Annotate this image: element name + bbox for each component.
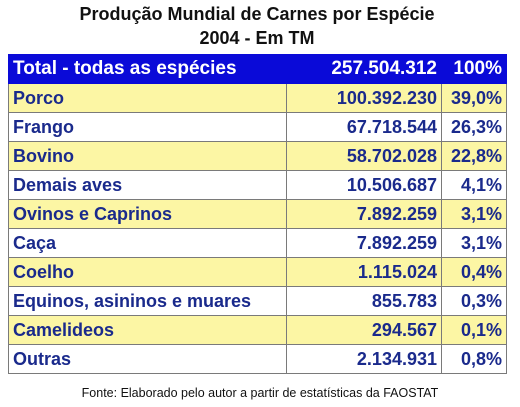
table-row: Camelideos 294.567 0,1%: [8, 315, 507, 345]
row-value: 7.892.259: [286, 199, 442, 229]
row-percent: 39,0%: [441, 83, 507, 113]
table-total-row: Total - todas as espécies 257.504.312 10…: [8, 54, 507, 84]
row-value: 855.783: [286, 286, 442, 316]
table-row: Bovino 58.702.028 22,8%: [8, 141, 507, 171]
row-value: 2.134.931: [286, 344, 442, 374]
row-value: 58.702.028: [286, 141, 442, 171]
row-label: Porco: [8, 83, 287, 113]
row-label: Coelho: [8, 257, 287, 287]
row-value: 67.718.544: [286, 112, 442, 142]
table-row: Equinos, asininos e muares 855.783 0,3%: [8, 286, 507, 316]
row-value: 294.567: [286, 315, 442, 345]
table-row: Outras 2.134.931 0,8%: [8, 344, 507, 374]
table-row: Demais aves 10.506.687 4,1%: [8, 170, 507, 200]
row-label: Ovinos e Caprinos: [8, 199, 287, 229]
row-percent: 4,1%: [441, 170, 507, 200]
table-body: Total - todas as espécies 257.504.312 10…: [8, 54, 507, 374]
row-label: Caça: [8, 228, 287, 258]
total-percent: 100%: [441, 54, 507, 84]
table-row: Frango 67.718.544 26,3%: [8, 112, 507, 142]
source-footnote: Fonte: Elaborado pelo autor a partir de …: [81, 386, 439, 400]
row-label: Equinos, asininos e muares: [8, 286, 287, 316]
row-percent: 0,8%: [441, 344, 507, 374]
row-value: 7.892.259: [286, 228, 442, 258]
row-percent: 0,4%: [441, 257, 507, 287]
total-label: Total - todas as espécies: [8, 54, 287, 84]
table-row: Caça 7.892.259 3,1%: [8, 228, 507, 258]
row-percent: 26,3%: [441, 112, 507, 142]
row-label: Frango: [8, 112, 287, 142]
table-title-block: Produção Mundial de Carnes por Espécie 2…: [8, 2, 506, 52]
row-value: 10.506.687: [286, 170, 442, 200]
meat-production-table: Total - todas as espécies 257.504.312 10…: [8, 54, 507, 374]
row-label: Demais aves: [8, 170, 287, 200]
total-value: 257.504.312: [286, 54, 442, 84]
table-title: Produção Mundial de Carnes por Espécie: [79, 4, 435, 24]
row-percent: 0,1%: [441, 315, 507, 345]
row-label: Outras: [8, 344, 287, 374]
table-subtitle: 2004 - Em TM: [199, 28, 315, 48]
row-label: Camelideos: [8, 315, 287, 345]
table-row: Ovinos e Caprinos 7.892.259 3,1%: [8, 199, 507, 229]
row-percent: 22,8%: [441, 141, 507, 171]
row-label: Bovino: [8, 141, 287, 171]
table-row: Porco 100.392.230 39,0%: [8, 83, 507, 113]
row-value: 100.392.230: [286, 83, 442, 113]
table-row: Coelho 1.115.024 0,4%: [8, 257, 507, 287]
row-percent: 0,3%: [441, 286, 507, 316]
row-percent: 3,1%: [441, 228, 507, 258]
row-percent: 3,1%: [441, 199, 507, 229]
row-value: 1.115.024: [286, 257, 442, 287]
